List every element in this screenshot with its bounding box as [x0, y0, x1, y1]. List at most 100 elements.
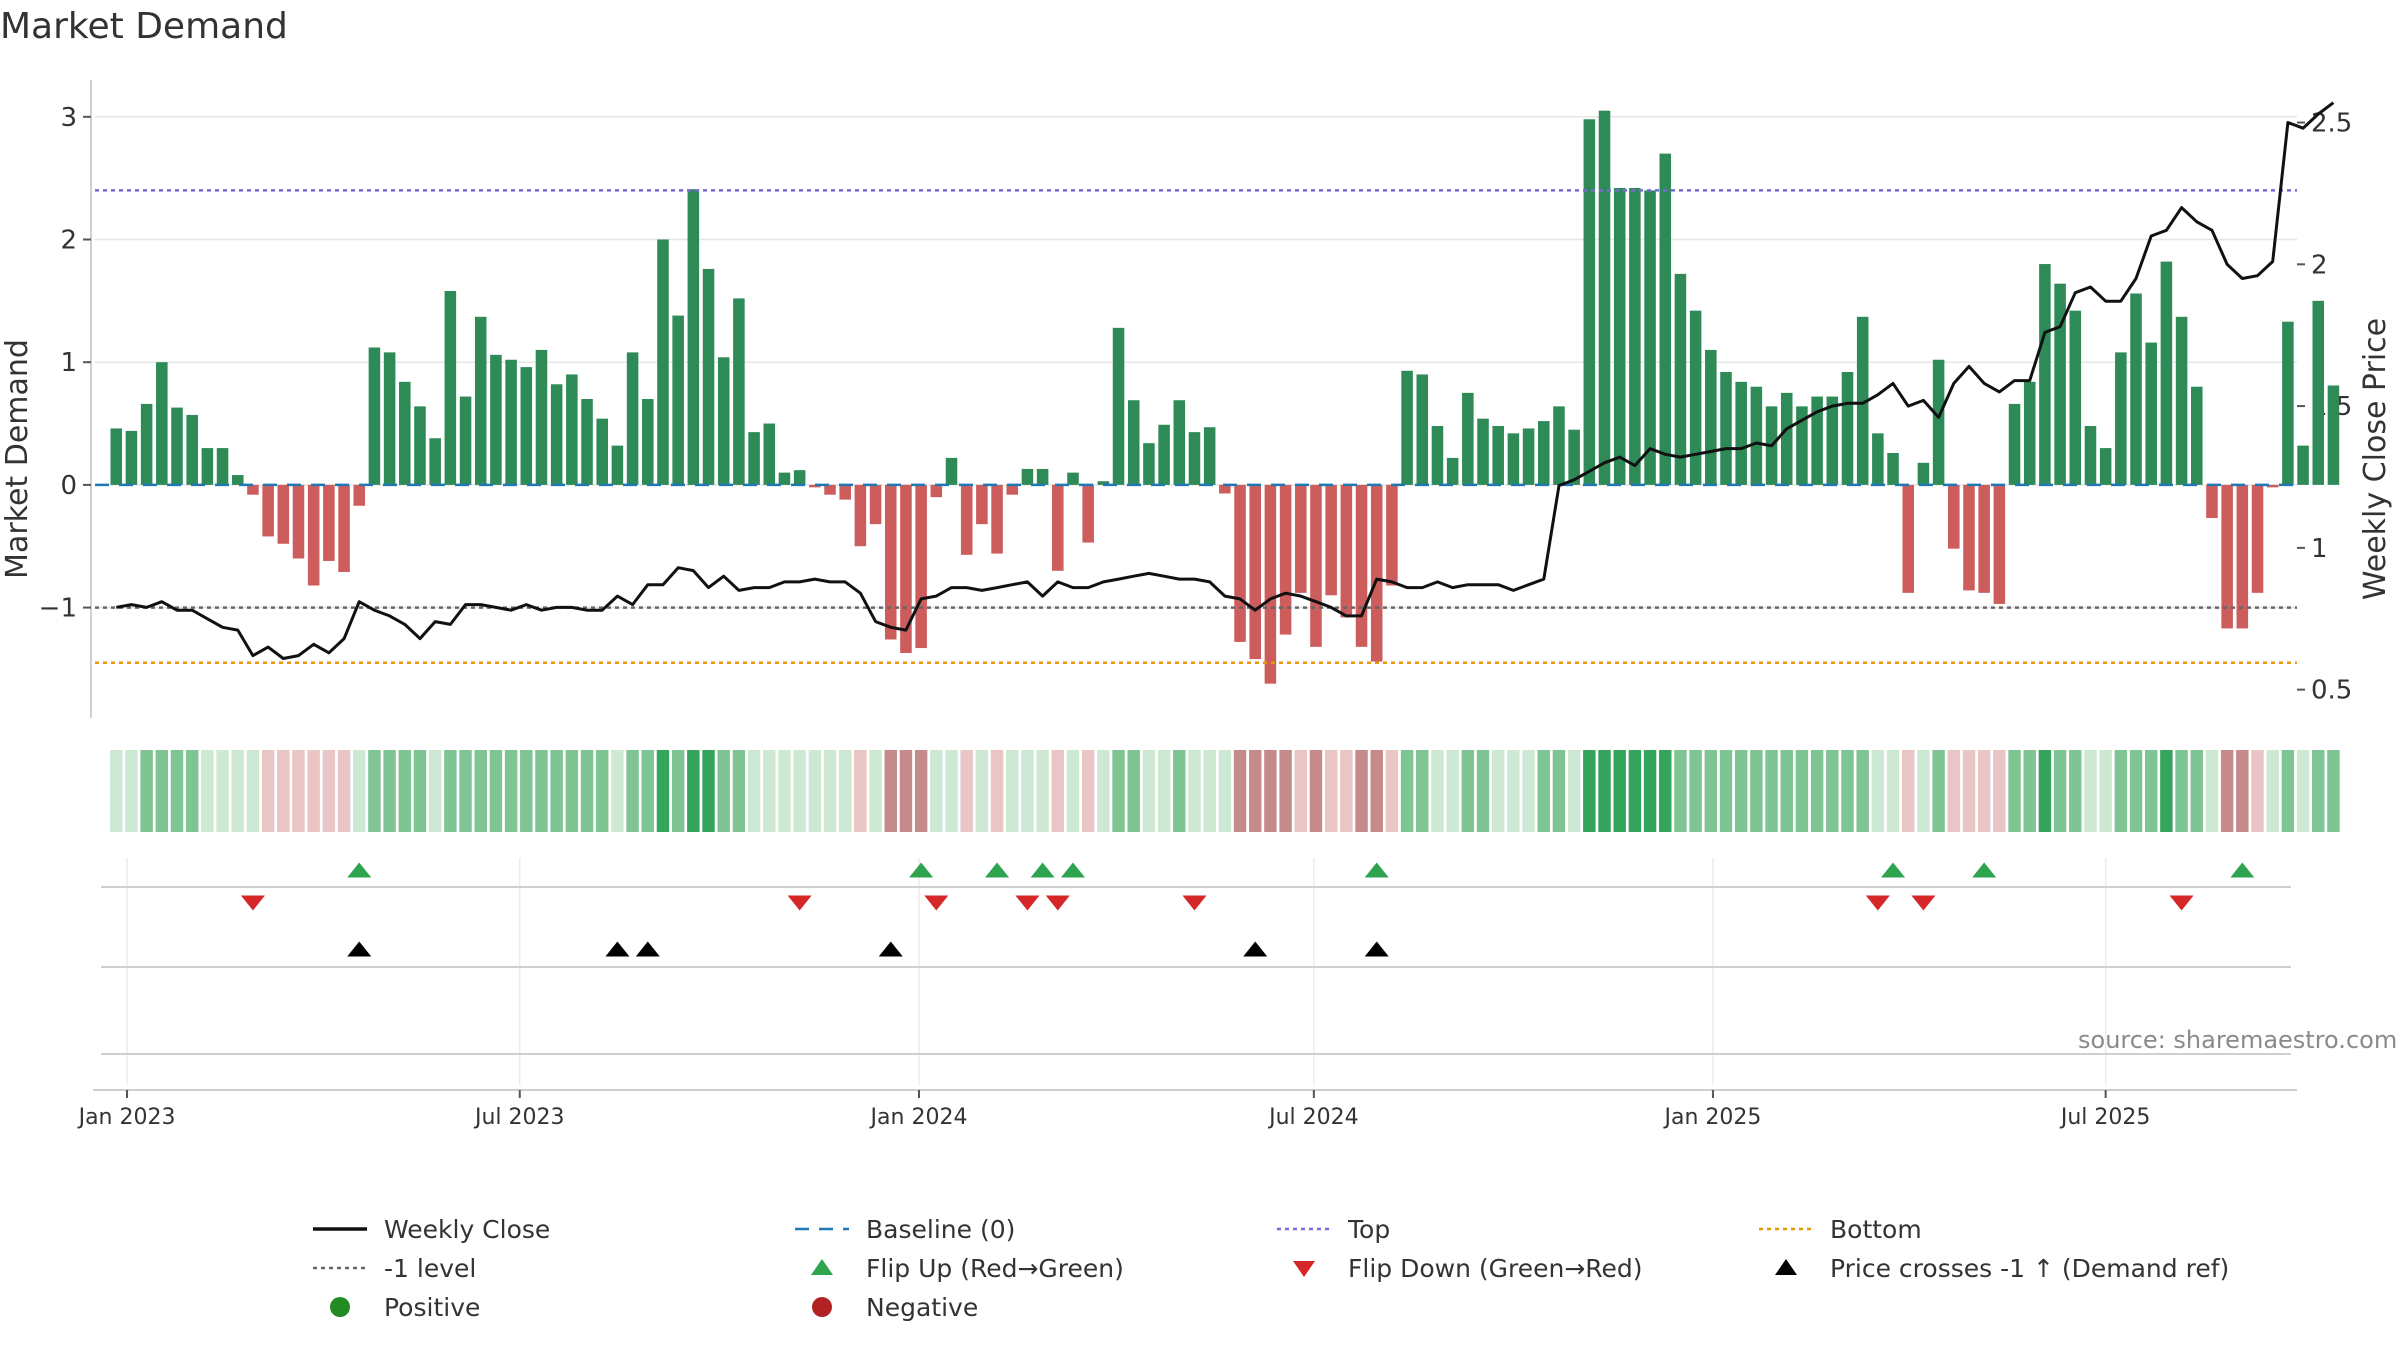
heat-cell [1081, 750, 1095, 832]
legend-symbol-tri-up [811, 1259, 833, 1275]
flip-down-marker [2169, 895, 2194, 911]
heat-cell [1522, 750, 1535, 832]
x-tick-label: Jan 2025 [1662, 1105, 1761, 1130]
demand-bar [2175, 316, 2188, 485]
heat-cell [383, 750, 396, 832]
heat-cell [1750, 750, 1763, 832]
heat-cell [277, 750, 290, 832]
heat-cell [990, 750, 1004, 832]
demand-bar [1386, 484, 1398, 586]
heat-cell [930, 750, 943, 832]
heat-cell [489, 750, 503, 832]
heat-cell [1127, 750, 1140, 832]
demand-bar [1735, 381, 1747, 485]
heat-cell [1719, 750, 1733, 832]
heat-cell [2281, 750, 2295, 832]
demand-bar [915, 484, 927, 649]
demand-bar [2327, 385, 2340, 485]
x-tick-label: Jan 2023 [77, 1105, 176, 1130]
demand-bar [991, 484, 1003, 554]
demand-bar [2054, 283, 2066, 485]
demand-bar [459, 396, 472, 485]
demand-bar [2023, 381, 2036, 485]
demand-bar [960, 484, 973, 555]
heat-cell [1795, 750, 1809, 832]
heat-cell [201, 750, 214, 832]
demand-bar [1249, 484, 1261, 660]
heat-cell [641, 750, 655, 832]
heat-cell [975, 750, 989, 832]
legend-symbol-dot [812, 1297, 832, 1317]
flip-down-marker [240, 895, 265, 911]
heat-cell [1917, 750, 1930, 832]
demand-bar [809, 484, 821, 488]
heat-cell [945, 750, 958, 832]
heat-cell [763, 750, 776, 832]
heat-cell [550, 750, 563, 832]
flip-up-marker [1972, 862, 1997, 878]
heat-cell [1309, 750, 1323, 832]
demand-bar [1264, 484, 1277, 684]
price-cross-marker [1243, 941, 1268, 957]
heat-cell [185, 750, 199, 832]
y2-tick-label: 2 [2311, 250, 2328, 280]
heat-cell [1856, 750, 1869, 832]
demand-bar [307, 484, 320, 586]
flip-down-marker [1911, 895, 1936, 911]
heat-cell [1598, 750, 1611, 832]
demand-bar [1082, 484, 1094, 543]
demand-bar [338, 484, 350, 572]
heat-cell [2205, 750, 2219, 832]
demand-bar [110, 428, 123, 485]
heat-cell [413, 750, 427, 832]
legend-label: Flip Up (Red→Green) [866, 1253, 1124, 1283]
demand-bar [125, 430, 138, 485]
heat-cell [626, 750, 639, 832]
legend-symbol-dot [330, 1297, 350, 1317]
x-tick-label: Jul 2023 [473, 1105, 565, 1130]
heat-cell [1355, 750, 1368, 832]
heat-cell [2327, 750, 2340, 832]
heat-cell [474, 750, 487, 832]
demand-bar [1355, 484, 1368, 647]
price-cross-marker [635, 941, 660, 957]
demand-bar [353, 484, 366, 506]
demand-bar [1932, 359, 1945, 485]
legend-symbol-mark [811, 1259, 833, 1275]
demand-bar [140, 403, 153, 485]
demand-bar [277, 484, 290, 544]
heat-cell [322, 750, 336, 832]
heat-cell [1826, 750, 1839, 832]
heat-cell [307, 750, 320, 832]
x-tick-label: Jul 2025 [2059, 1105, 2151, 1130]
demand-bar [171, 407, 183, 485]
source-note: source: sharemaestro.com [2078, 1026, 2398, 1054]
heat-cell [368, 750, 381, 832]
price-cross-marker [1364, 941, 1389, 957]
heat-cell [2251, 750, 2264, 832]
legend-symbol-tri-down [1293, 1261, 1315, 1277]
heat-cell [1142, 750, 1156, 832]
heat-cell [1036, 750, 1049, 832]
heat-cell [823, 750, 837, 832]
demand-bar [383, 352, 396, 485]
heat-cell [1628, 750, 1642, 832]
y2-tick-label: 0.5 [2311, 676, 2352, 706]
demand-bar [778, 472, 791, 485]
heat-cell [292, 750, 305, 832]
demand-bar [626, 352, 639, 485]
legend-symbol-mark [1775, 1259, 1797, 1275]
demand-bar [1431, 425, 1444, 485]
heat-cell [1765, 750, 1778, 832]
heat-cell [1613, 750, 1626, 832]
heat-cell [2312, 750, 2325, 832]
demand-bar [869, 484, 882, 525]
heat-cell [155, 750, 169, 832]
demand-bar [930, 484, 943, 498]
demand-bar [900, 484, 912, 653]
flip-up-marker [985, 862, 1010, 878]
heat-cell [2084, 750, 2097, 832]
demand-bar [2115, 352, 2127, 485]
demand-bar [1826, 396, 1839, 485]
heat-cell [246, 750, 260, 832]
